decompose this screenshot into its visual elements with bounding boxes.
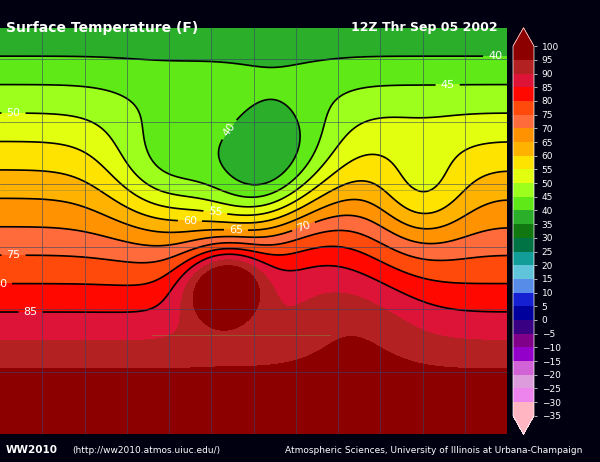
Text: (http://ww2010.atmos.uiuc.edu/): (http://ww2010.atmos.uiuc.edu/) <box>72 446 220 455</box>
Text: 12Z Thr Sep 05 2002: 12Z Thr Sep 05 2002 <box>352 21 498 34</box>
Text: 70: 70 <box>295 219 312 234</box>
PathPatch shape <box>513 28 534 46</box>
Text: WW2010: WW2010 <box>6 445 58 456</box>
Text: 60: 60 <box>183 216 197 226</box>
Text: 40: 40 <box>488 51 502 61</box>
Text: 80: 80 <box>0 279 7 289</box>
Text: Surface Temperature (F): Surface Temperature (F) <box>6 21 198 35</box>
PathPatch shape <box>513 416 534 434</box>
Text: 85: 85 <box>23 307 38 317</box>
Text: 75: 75 <box>7 250 20 260</box>
Text: 40: 40 <box>221 121 237 138</box>
Text: 45: 45 <box>440 80 455 90</box>
Text: 65: 65 <box>229 225 243 235</box>
Text: 55: 55 <box>208 207 223 218</box>
Text: Atmospheric Sciences, University of Illinois at Urbana-Champaign: Atmospheric Sciences, University of Illi… <box>284 446 582 455</box>
Text: 50: 50 <box>7 108 20 118</box>
